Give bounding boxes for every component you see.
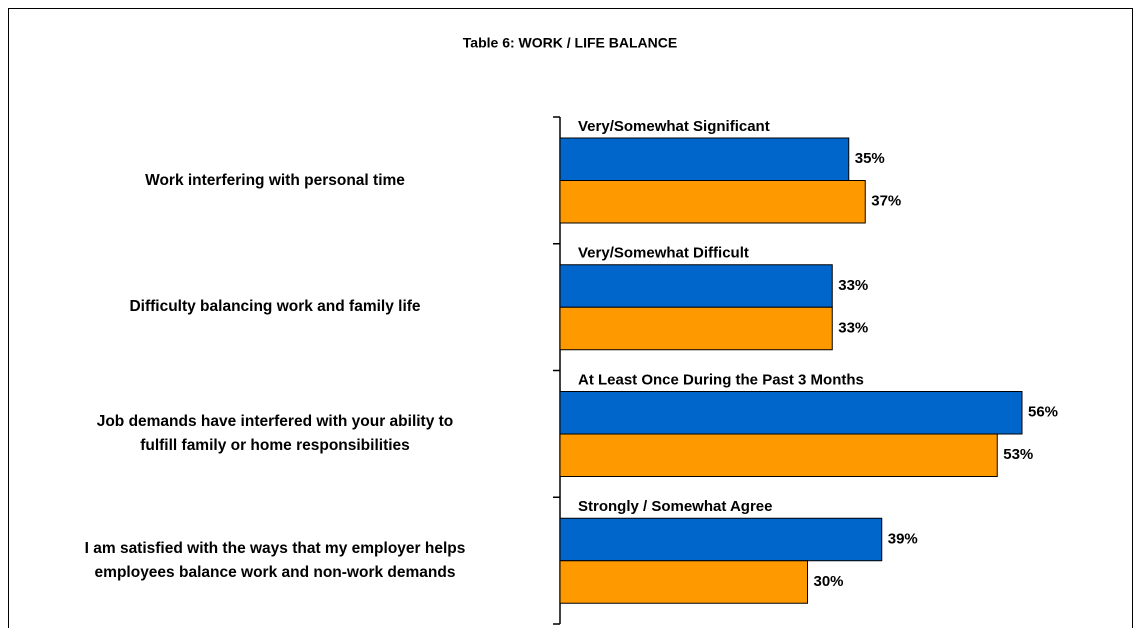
group-label: Strongly / Somewhat Agree (578, 498, 772, 515)
category-label: I am satisfied with the ways that my emp… (84, 539, 466, 581)
value-label: 53% (1003, 446, 1033, 463)
value-label: 39% (888, 530, 918, 547)
value-label: 35% (855, 150, 885, 167)
value-label: 37% (871, 193, 901, 210)
bar (559, 433, 998, 477)
bar (559, 264, 833, 308)
category-label: Job demands have interfered with your ab… (96, 413, 454, 454)
group-label: Very/Somewhat Difficult (578, 245, 749, 262)
chart-title: Table 6: WORK / LIFE BALANCE (463, 35, 677, 51)
bar (559, 517, 883, 562)
bar (559, 560, 808, 604)
frame (8, 8, 1133, 628)
value-label: 33% (838, 277, 868, 294)
group-label: At Least Once During the Past 3 Months (578, 371, 864, 388)
group-label: Very/Somewhat Significant (578, 118, 770, 135)
category-label: Difficulty balancing work and family lif… (129, 298, 421, 316)
bar (559, 137, 850, 181)
value-label: 30% (814, 573, 844, 590)
value-label: 56% (1028, 404, 1058, 421)
bar (559, 306, 833, 351)
value-label: 33% (838, 319, 868, 336)
category-label: Work interfering with personal time (145, 171, 405, 189)
bar (559, 180, 866, 224)
bar (559, 391, 1023, 435)
